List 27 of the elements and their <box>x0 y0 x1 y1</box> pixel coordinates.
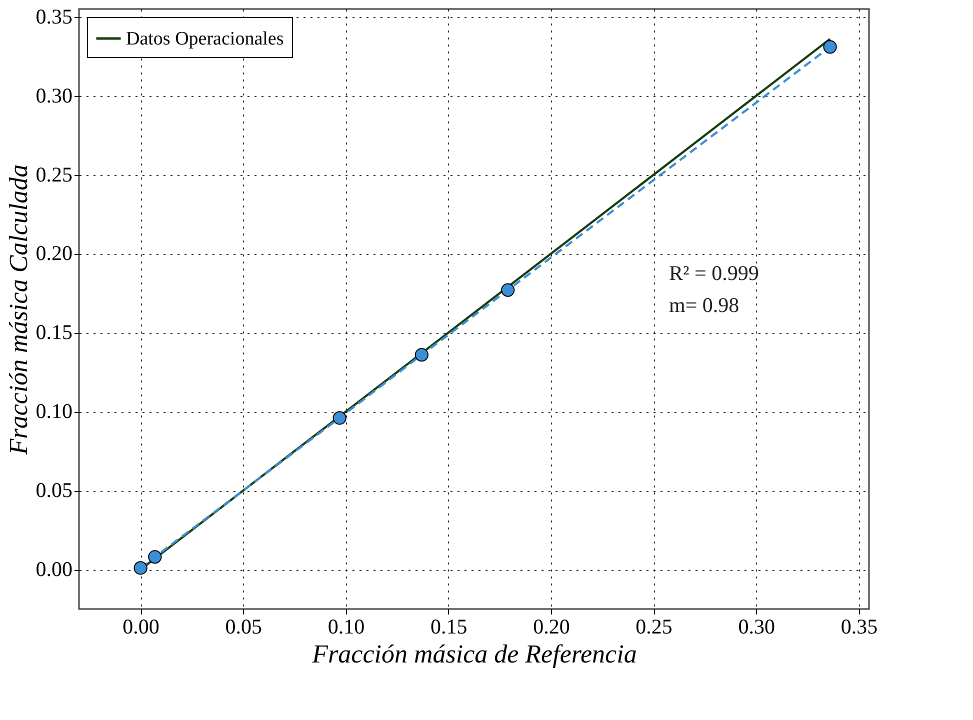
y-tick-label: 0.15 <box>36 320 72 344</box>
x-tick-label: 0.30 <box>738 614 776 638</box>
y-tick-label: 0.20 <box>36 241 72 266</box>
point <box>823 40 837 54</box>
x-tick-label: 0.00 <box>122 614 160 638</box>
y-tick-label: 0.35 <box>36 4 72 28</box>
y-tick-label: 0.10 <box>36 399 72 424</box>
x-tick-label: 0.25 <box>636 614 672 638</box>
point <box>148 550 162 564</box>
y-tick-label: 0.30 <box>36 83 72 108</box>
point <box>501 283 515 297</box>
y-axis-title: Fracción másica Calculada <box>4 164 33 456</box>
annotation: m= 0.98 <box>669 293 740 317</box>
x-axis-title: Fracción másica de Referencia <box>311 640 637 668</box>
legend-label: Datos Operacionales <box>126 28 284 50</box>
annotation: R² = 0.999 <box>669 261 759 285</box>
y-tick-label: 0.00 <box>36 557 72 582</box>
y-tick-label: 0.25 <box>36 162 72 186</box>
point <box>134 561 148 575</box>
point <box>332 411 346 425</box>
y-tick-label: 0.05 <box>36 478 72 502</box>
x-tick-label: 0.20 <box>533 614 570 638</box>
x-tick-label: 0.35 <box>840 614 878 638</box>
point <box>414 348 428 362</box>
x-tick-label: 0.10 <box>328 614 365 638</box>
x-tick-label: 0.05 <box>225 614 262 638</box>
x-tick-label: 0.15 <box>430 614 468 638</box>
